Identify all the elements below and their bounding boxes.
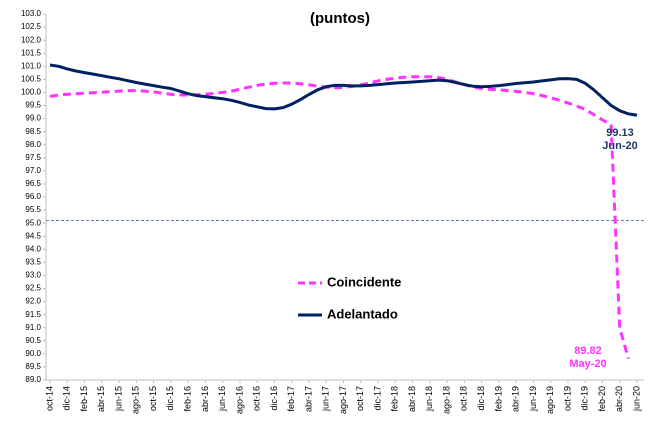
y-tick-label: 103.0 [21, 9, 42, 18]
annotation: 99.13 [606, 127, 634, 139]
y-tick-label: 99.5 [25, 101, 41, 110]
x-tick-label: feb-20 [597, 386, 607, 412]
x-tick-label: feb-15 [79, 386, 89, 412]
y-tick-label: 100.0 [21, 88, 42, 97]
x-tick-label: abr-17 [303, 386, 313, 412]
y-tick-label: 96.5 [25, 179, 41, 188]
x-tick-label: abr-16 [200, 386, 210, 412]
x-tick-label: oct-16 [252, 386, 262, 411]
x-tick-label: oct-19 [562, 386, 572, 411]
y-tick-label: 101.0 [21, 61, 42, 70]
annotation: May-20 [569, 358, 606, 370]
y-tick-label: 98.5 [25, 127, 41, 136]
x-tick-label: dic-15 [165, 386, 175, 411]
x-tick-label: dic-19 [580, 386, 590, 411]
x-tick-label: oct-17 [355, 386, 365, 411]
legend-label: Coincidente [327, 274, 401, 289]
y-tick-label: 102.5 [21, 22, 42, 31]
x-tick-label: jun-19 [528, 386, 538, 412]
x-tick-label: oct-14 [44, 386, 54, 411]
x-tick-label: ago-17 [338, 386, 348, 414]
y-tick-label: 90.0 [25, 349, 41, 358]
x-tick-label: dic-18 [476, 386, 486, 411]
y-tick-label: 93.5 [25, 257, 41, 266]
x-tick-label: dic-16 [269, 386, 279, 411]
x-tick-label: jun-15 [113, 386, 123, 412]
y-tick-label: 97.5 [25, 153, 41, 162]
x-tick-label: jun-18 [424, 386, 434, 412]
y-tick-label: 101.5 [21, 48, 42, 57]
y-tick-label: 94.5 [25, 231, 41, 240]
x-tick-label: oct-18 [459, 386, 469, 411]
x-tick-label: ago-19 [545, 386, 555, 414]
x-tick-label: feb-19 [493, 386, 503, 412]
y-tick-label: 95.5 [25, 205, 41, 214]
x-tick-label: dic-14 [62, 386, 72, 411]
y-tick-label: 90.5 [25, 336, 41, 345]
y-tick-label: 91.0 [25, 323, 41, 332]
series-line [49, 75, 630, 360]
annotation: 89.82 [574, 345, 602, 357]
chart-title: (puntos) [310, 10, 370, 27]
y-tick-label: 102.0 [21, 35, 42, 44]
y-tick-label: 94.0 [25, 244, 41, 253]
y-tick-label: 89.0 [25, 375, 41, 384]
y-tick-label: 95.0 [25, 218, 41, 227]
annotation: Jun-20 [602, 140, 637, 152]
x-tick-label: jun-17 [321, 386, 331, 412]
y-tick-label: 92.0 [25, 297, 41, 306]
series-line [49, 63, 638, 117]
y-tick-label: 91.5 [25, 310, 41, 319]
x-tick-label: jun-20 [631, 386, 641, 412]
y-tick-label: 96.0 [25, 192, 41, 201]
x-tick-label: abr-19 [511, 386, 521, 412]
x-tick-label: feb-16 [182, 386, 192, 412]
y-tick-label: 92.5 [25, 284, 41, 293]
x-tick-label: jun-16 [217, 386, 227, 412]
x-tick-label: dic-17 [372, 386, 382, 411]
y-tick-label: 89.5 [25, 362, 41, 371]
x-tick-label: feb-18 [390, 386, 400, 412]
y-tick-label: 98.0 [25, 140, 41, 149]
y-tick-label: 93.0 [25, 271, 41, 280]
x-tick-label: abr-15 [96, 386, 106, 412]
y-tick-label: 97.0 [25, 166, 41, 175]
y-tick-label: 99.0 [25, 114, 41, 123]
x-tick-label: ago-18 [441, 386, 451, 414]
legend-label: Adelantado [327, 306, 398, 321]
x-tick-label: ago-15 [131, 386, 141, 414]
x-tick-label: abr-18 [407, 386, 417, 412]
x-tick-label: ago-16 [234, 386, 244, 414]
x-tick-label: oct-15 [148, 386, 158, 411]
y-tick-label: 100.5 [21, 74, 42, 83]
x-tick-label: feb-17 [286, 386, 296, 412]
x-tick-label: abr-20 [614, 386, 624, 412]
